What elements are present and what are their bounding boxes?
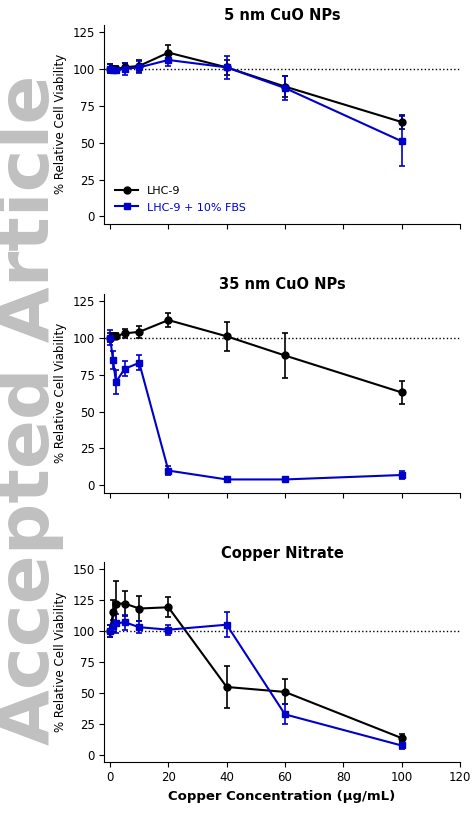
Title: 35 nm CuO NPs: 35 nm CuO NPs: [219, 278, 346, 292]
Legend: LHC-9, LHC-9 + 10% FBS: LHC-9, LHC-9 + 10% FBS: [110, 180, 251, 218]
X-axis label: Copper Concentration (μg/mL): Copper Concentration (μg/mL): [168, 790, 396, 803]
Y-axis label: % Relative Cell Viability: % Relative Cell Viability: [54, 323, 67, 464]
Text: Accepted Article: Accepted Article: [0, 75, 64, 744]
Y-axis label: % Relative Cell Viability: % Relative Cell Viability: [54, 592, 67, 732]
Title: Copper Nitrate: Copper Nitrate: [220, 546, 344, 561]
Title: 5 nm CuO NPs: 5 nm CuO NPs: [224, 8, 340, 24]
Y-axis label: % Relative Cell Viability: % Relative Cell Viability: [54, 54, 67, 194]
